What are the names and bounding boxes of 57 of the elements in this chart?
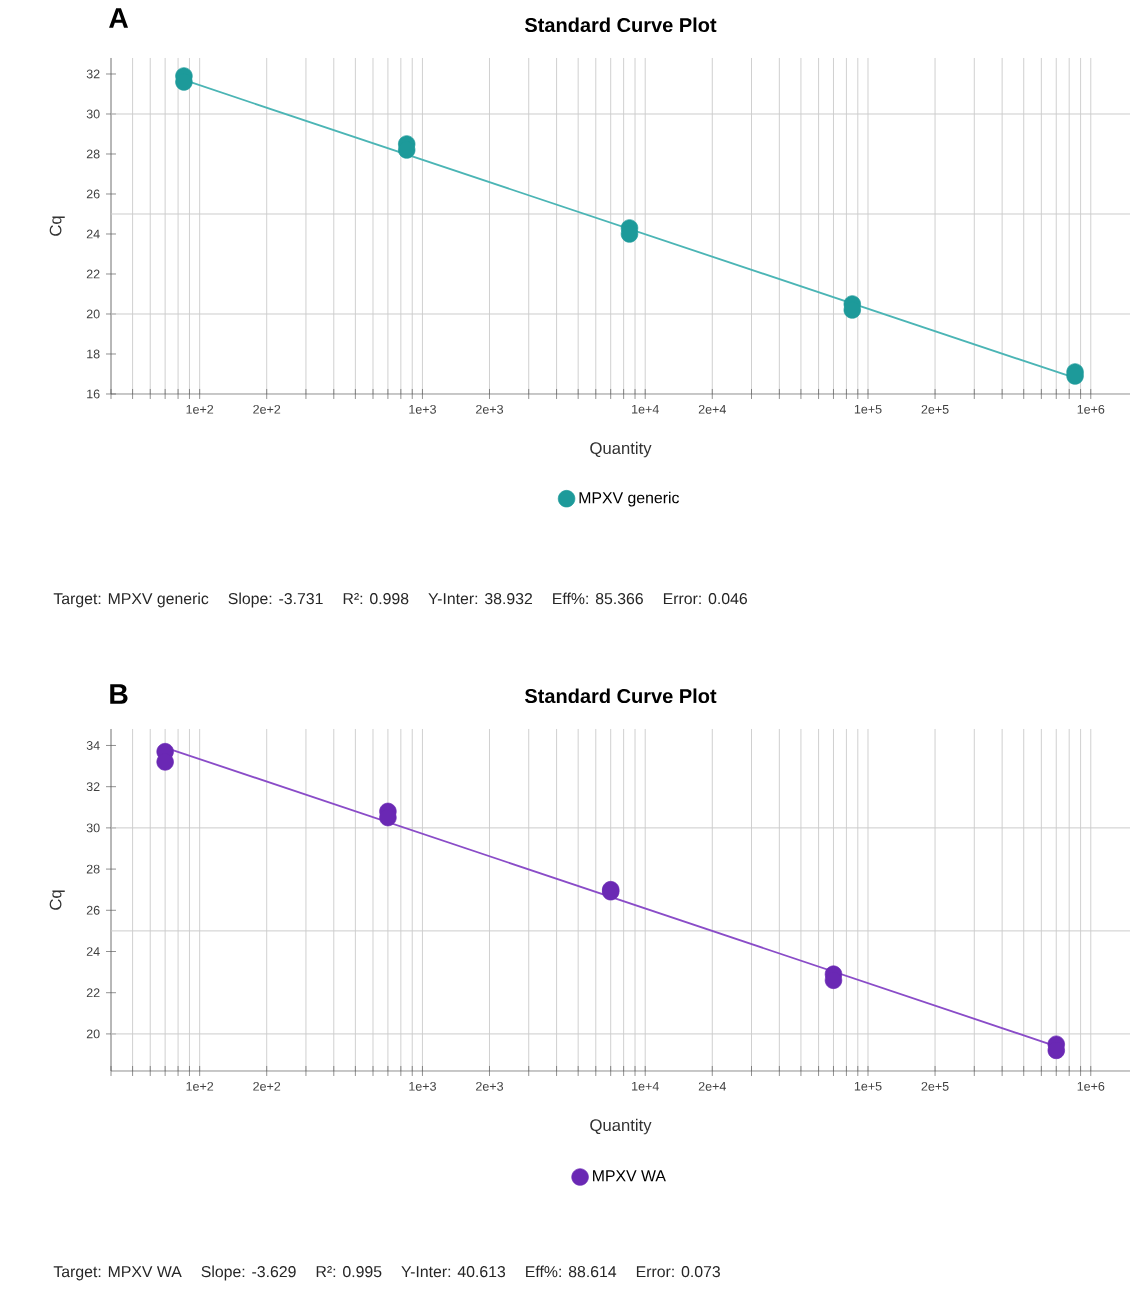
x-tick-label: 2e+4 (698, 1081, 726, 1091)
y-tick-label: 24 (86, 229, 100, 239)
legend-label: MPXV WA (593, 1170, 666, 1182)
y-tick-label: 28 (86, 864, 100, 874)
x-tick-label: 1e+4 (632, 404, 659, 414)
x-tick-label: 1e+5 (854, 404, 882, 414)
y-tick-label: 32 (86, 69, 100, 79)
x-tick-label: 2e+3 (476, 404, 504, 414)
y-tick-label: 20 (86, 309, 100, 319)
y-tick-label: 22 (86, 269, 100, 279)
text: Error: 0.046 (663, 593, 747, 605)
text: R²: 0.995 (316, 1266, 382, 1278)
text: Y-Inter: 40.613 (401, 1266, 506, 1278)
text: Error: 0.073 (636, 1266, 720, 1278)
text: Slope: -3.629 (201, 1265, 296, 1281)
text: Target: MPXV generic (53, 592, 209, 608)
x-tick-label: 2e+4 (698, 404, 726, 414)
text: Slope: -3.731 (228, 592, 323, 608)
x-tick-label: 1e+2 (186, 404, 214, 414)
x-axis-title: Quantity (590, 441, 652, 458)
x-tick-label: 2e+2 (253, 404, 281, 414)
y-tick-label: 20 (86, 1029, 100, 1039)
x-tick-label: 1e+6 (1077, 404, 1105, 414)
y-axis-title: Cq (49, 890, 65, 910)
chart-title: Standard Curve Plot (524, 688, 717, 704)
x-tick-label: 1e+6 (1077, 1081, 1105, 1091)
y-tick-label: 30 (86, 109, 100, 119)
y-axis-title: Cq (49, 216, 65, 236)
x-tick-label: 2e+5 (921, 1081, 949, 1091)
x-tick-label: 1e+2 (186, 1081, 214, 1091)
x-tick-label: 1e+4 (632, 1081, 659, 1091)
x-tick-label: 2e+2 (253, 1081, 281, 1091)
text: R²: 0.998 (343, 593, 409, 605)
legend-label: MPXV generic (579, 491, 679, 507)
text: Target: MPXV WA (53, 1266, 182, 1281)
text: Y-Inter: 38.932 (428, 593, 533, 605)
y-tick-label: 16 (87, 389, 100, 399)
x-tick-label: 1e+3 (409, 404, 436, 414)
y-tick-label: 26 (86, 905, 100, 915)
x-tick-label: 2e+3 (476, 1081, 504, 1091)
y-tick-label: 22 (86, 988, 100, 998)
text: Eff%: 85.366 (553, 592, 643, 605)
chart-title: Standard Curve Plot (524, 17, 717, 33)
text: B (110, 684, 128, 704)
text: Eff%: 88.614 (526, 1265, 617, 1278)
y-tick-label: 30 (86, 823, 100, 833)
y-tick-label: 18 (87, 349, 100, 359)
x-axis-title: Quantity (590, 1118, 652, 1135)
x-tick-label: 1e+5 (854, 1081, 882, 1091)
y-tick-label: 26 (86, 189, 100, 199)
x-tick-label: 1e+3 (409, 1081, 436, 1091)
y-tick-label: 28 (86, 149, 100, 159)
x-tick-label: 2e+5 (921, 404, 949, 414)
y-tick-label: 24 (86, 947, 100, 956)
y-tick-label: 32 (86, 782, 100, 792)
y-tick-label: 34 (86, 741, 100, 750)
text: A (109, 8, 129, 28)
